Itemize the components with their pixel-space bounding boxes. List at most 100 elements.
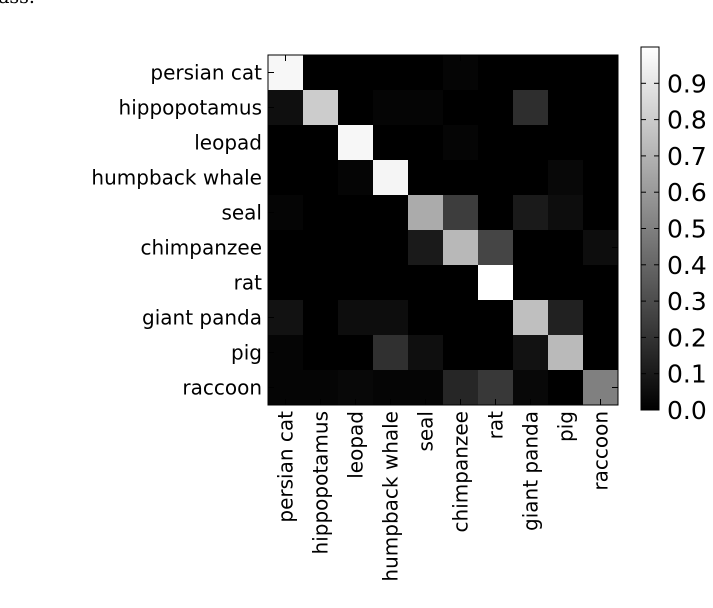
row-label: persian cat bbox=[150, 61, 262, 85]
heatmap-cell bbox=[513, 335, 549, 371]
heatmap-cell bbox=[303, 300, 339, 336]
row-label: leopad bbox=[194, 131, 262, 155]
heatmap-cell bbox=[548, 125, 584, 161]
heatmap-cell bbox=[548, 230, 584, 266]
heatmap-cell bbox=[408, 160, 444, 196]
row-label: rat bbox=[234, 271, 262, 295]
heatmap-cell bbox=[443, 300, 479, 336]
heatmap-cell bbox=[443, 195, 479, 231]
column-label: chimpanzee bbox=[449, 411, 473, 532]
header-fragment: lass. bbox=[0, 0, 35, 8]
heatmap-cell bbox=[338, 300, 374, 336]
heatmap-cell bbox=[548, 195, 584, 231]
column-label: seal bbox=[414, 411, 438, 452]
heatmap-cell bbox=[478, 195, 514, 231]
heatmap-cell bbox=[443, 125, 479, 161]
heatmap-cell bbox=[338, 230, 374, 266]
heatmap-cell bbox=[478, 300, 514, 336]
column-label: rat bbox=[484, 411, 508, 439]
row-label: raccoon bbox=[182, 376, 262, 400]
heatmap-cell bbox=[548, 300, 584, 336]
heatmap-cell bbox=[338, 335, 374, 371]
row-label: hippopotamus bbox=[119, 96, 262, 120]
heatmap-cell bbox=[513, 125, 549, 161]
row-label: giant panda bbox=[142, 306, 262, 330]
row-label: pig bbox=[231, 341, 262, 365]
column-labels: persian cat hippopotamus leopad humpback wh… bbox=[274, 411, 613, 582]
heatmap-cell bbox=[478, 265, 514, 301]
heatmap-cell bbox=[443, 230, 479, 266]
heatmap-cell bbox=[513, 195, 549, 231]
column-label: giant panda bbox=[519, 411, 543, 531]
column-label: raccoon bbox=[589, 411, 613, 491]
colorbar-tick-label: 0.2 bbox=[667, 323, 707, 352]
heatmap-cell bbox=[443, 265, 479, 301]
heatmap-cell bbox=[373, 90, 409, 126]
heatmap-cell bbox=[303, 335, 339, 371]
heatmap-cell bbox=[303, 230, 339, 266]
colorbar-tick-label: 0.1 bbox=[667, 360, 707, 389]
heatmap-cell bbox=[513, 230, 549, 266]
heatmap-cell bbox=[303, 265, 339, 301]
heatmap-cell bbox=[338, 160, 374, 196]
heatmap-cell bbox=[338, 265, 374, 301]
heatmap-cell bbox=[373, 195, 409, 231]
row-label: humpback whale bbox=[91, 166, 262, 190]
heatmap-cell bbox=[478, 160, 514, 196]
heatmap-cell bbox=[513, 160, 549, 196]
heatmap-cell bbox=[443, 90, 479, 126]
heatmap-frame bbox=[267, 54, 619, 406]
heatmap-cell bbox=[303, 195, 339, 231]
colorbar-ticks: 0.0 0.1 0.2 0.3 0.4 0.5 0.6 0.7 0.8 0.9 bbox=[641, 69, 707, 425]
colorbar-tick-label: 0.0 bbox=[667, 396, 707, 425]
row-label: seal bbox=[221, 201, 262, 225]
heatmap-cell bbox=[443, 160, 479, 196]
colorbar-tick-label: 0.8 bbox=[667, 106, 707, 135]
heatmap-cell bbox=[513, 300, 549, 336]
colorbar-tick-label: 0.5 bbox=[667, 215, 707, 244]
heatmap-cell bbox=[373, 300, 409, 336]
heatmap-cell bbox=[373, 265, 409, 301]
heatmap-cell bbox=[478, 230, 514, 266]
heatmap-cell bbox=[548, 335, 584, 371]
column-label: pig bbox=[554, 411, 578, 442]
heatmap-cell bbox=[408, 90, 444, 126]
heatmap-cell bbox=[513, 265, 549, 301]
axis-ticks bbox=[268, 55, 618, 405]
column-label: hippopotamus bbox=[309, 411, 333, 554]
heatmap-cell bbox=[338, 125, 374, 161]
colorbar-tick-label: 0.9 bbox=[667, 69, 707, 98]
heatmap-cell bbox=[338, 195, 374, 231]
heatmap-cell bbox=[373, 335, 409, 371]
column-label: humpback whale bbox=[379, 411, 403, 582]
heatmap-cell bbox=[303, 90, 339, 126]
column-label: leopad bbox=[344, 411, 368, 479]
heatmap-cell bbox=[478, 125, 514, 161]
heatmap-cell bbox=[408, 265, 444, 301]
heatmap-cell bbox=[408, 195, 444, 231]
heatmap-cell bbox=[373, 160, 409, 196]
colorbar-tick-label: 0.7 bbox=[667, 142, 707, 171]
row-labels: persian cat hippopotamus leopad humpback wh… bbox=[91, 61, 262, 400]
heatmap-cell bbox=[548, 265, 584, 301]
heatmap-cell bbox=[303, 160, 339, 196]
heatmap-cell bbox=[408, 300, 444, 336]
heatmap-cell bbox=[408, 125, 444, 161]
colorbar-tick-label: 0.3 bbox=[667, 287, 707, 316]
heatmap-cell bbox=[478, 90, 514, 126]
heatmap-cell bbox=[303, 125, 339, 161]
heatmap-cell bbox=[373, 125, 409, 161]
heatmap-cell bbox=[513, 90, 549, 126]
heatmap-cell bbox=[478, 335, 514, 371]
column-label: persian cat bbox=[274, 411, 298, 523]
heatmap-cell bbox=[548, 160, 584, 196]
heatmap-cell bbox=[443, 335, 479, 371]
row-label: chimpanzee bbox=[141, 236, 262, 260]
heatmap-cell bbox=[548, 90, 584, 126]
heatmap-cells bbox=[268, 55, 619, 406]
heatmap-cell bbox=[338, 90, 374, 126]
colorbar-tick-label: 0.4 bbox=[667, 251, 707, 280]
colorbar-tick-label: 0.6 bbox=[667, 178, 707, 207]
heatmap-cell bbox=[408, 230, 444, 266]
